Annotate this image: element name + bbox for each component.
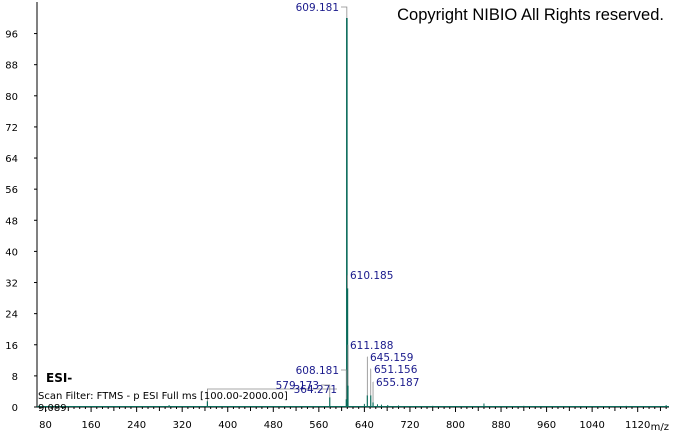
x-tick-label: 1120 [625, 420, 650, 431]
x-tick-label: 800 [446, 420, 465, 431]
y-tick-label: 64 [5, 154, 18, 165]
x-tick-label: 320 [173, 420, 192, 431]
y-tick-label: 16 [5, 341, 18, 352]
y-tick-label: 72 [5, 123, 18, 134]
x-tick-label: 640 [355, 420, 374, 431]
x-tick-label: 240 [127, 420, 146, 431]
ion-mode-label: ESI- [46, 371, 72, 385]
x-tick-label: 400 [218, 420, 237, 431]
peak-label: 610.185 [350, 270, 393, 282]
peak-label: 655.187 [376, 377, 419, 389]
scan-value-text: 9.089 [38, 403, 67, 414]
x-tick-label: 880 [491, 420, 510, 431]
y-tick-label: 24 [5, 310, 18, 321]
y-tick-label: 80 [5, 92, 18, 103]
x-tick-label: 720 [400, 420, 419, 431]
x-tick-label: 80 [39, 420, 52, 431]
y-tick-label: 56 [5, 185, 18, 196]
y-tick-label: 32 [5, 279, 18, 290]
peak-label: 611.188 [350, 340, 393, 352]
y-tick-label: 88 [5, 61, 18, 72]
y-tick-label: 8 [12, 372, 18, 383]
peak-leader-line [206, 388, 337, 402]
x-tick-label: 1040 [579, 420, 604, 431]
x-tick-label: 560 [309, 420, 328, 431]
peak-label: 608.181 [296, 365, 339, 377]
spectrum-trace [37, 18, 669, 407]
y-tick-label: 96 [5, 30, 18, 41]
peak-label: 609.181 [296, 2, 339, 14]
y-tick-label: 48 [5, 216, 18, 227]
peak-leader-line [341, 6, 348, 18]
peak-label: 579.173 [276, 380, 319, 392]
x-tick-label: 960 [537, 420, 556, 431]
peak-leader-line [347, 274, 348, 289]
peak-leader-line [341, 369, 347, 400]
peak-leader-line [321, 384, 331, 398]
peak-label: 651.156 [374, 364, 418, 376]
peak-label: 364.271 [294, 384, 337, 396]
copyright-text: Copyright NIBIO All Rights reserved. [397, 6, 664, 24]
x-axis-ticks: 80 160 240 320 400 480 560 640 720 800 880 960 1040 1… [39, 407, 667, 431]
x-tick-label: 160 [82, 420, 101, 431]
x-axis-label: m/z [651, 422, 669, 433]
x-tick-label: 480 [264, 420, 283, 431]
y-tick-label: 40 [5, 247, 18, 258]
scan-filter-text: Scan Filter: FTMS - p ESI Full ms [100.0… [38, 391, 288, 402]
y-tick-label: 0 [12, 403, 18, 414]
y-axis-ticks: 0 8 16 24 32 40 48 56 64 72 80 88 96 [5, 30, 37, 414]
peak-label: 645.159 [370, 352, 413, 364]
